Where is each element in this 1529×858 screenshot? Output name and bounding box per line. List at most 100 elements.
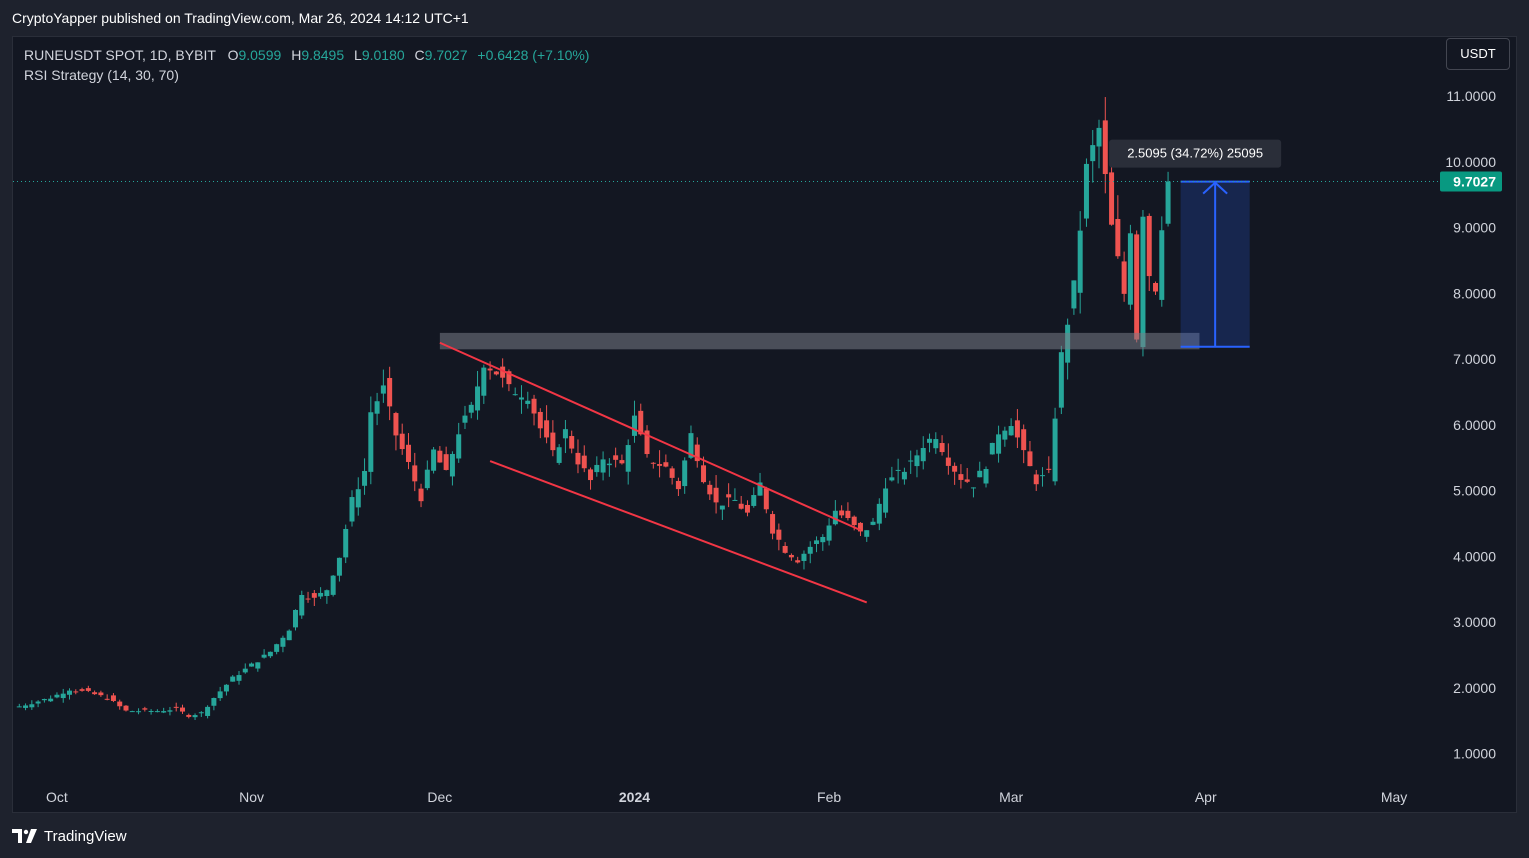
measure-label: 2.5095 (34.72%) 25095: [1127, 146, 1263, 161]
close-label: C: [414, 47, 425, 63]
candle-body: [1121, 261, 1127, 294]
candle-body: [129, 711, 135, 713]
low-value: 9.0180: [361, 47, 405, 63]
candle-body: [751, 495, 757, 506]
candle-body: [1083, 163, 1089, 219]
candle-body: [1109, 172, 1115, 225]
y-tick-label: 4.0000: [1453, 548, 1496, 564]
x-tick-label: Feb: [817, 789, 841, 805]
measure-label-box: 2.5095 (34.72%) 25095: [1109, 139, 1282, 168]
x-tick-label: May: [1381, 789, 1407, 805]
candle-body: [336, 557, 342, 576]
candle-body: [989, 442, 995, 455]
candle-body: [544, 420, 550, 438]
candle-body: [537, 411, 543, 429]
candle-body: [343, 528, 349, 558]
candle-body: [588, 469, 594, 481]
candle-body: [1021, 429, 1027, 451]
candle-body: [29, 704, 35, 708]
candle-body: [619, 460, 625, 464]
candle-body: [249, 663, 255, 667]
candle-body: [864, 530, 870, 537]
candle-body: [883, 488, 889, 513]
candle-body: [349, 497, 355, 522]
candle-body: [387, 377, 393, 407]
candle-body: [123, 705, 129, 711]
candle-body: [374, 401, 380, 414]
candle-body: [443, 454, 449, 470]
candle-body: [167, 710, 173, 712]
candle-body: [274, 644, 280, 652]
candle-body: [732, 499, 738, 501]
x-tick-label: Nov: [239, 789, 264, 805]
candle-body: [650, 462, 656, 464]
candle-body: [983, 469, 989, 484]
candle-body: [261, 654, 267, 658]
candle-body: [73, 691, 79, 693]
channel-upper-line: [439, 341, 861, 532]
currency-button[interactable]: USDT: [1446, 38, 1510, 70]
candle-body: [594, 464, 600, 473]
candle-body: [1046, 468, 1052, 470]
candle-body: [531, 398, 537, 414]
symbol-label[interactable]: RUNEUSDT SPOT, 1D, BYBIT: [24, 47, 216, 63]
x-tick-label: 2024: [619, 789, 650, 805]
candle-body: [952, 465, 958, 472]
candle-body: [500, 366, 506, 378]
candle-body: [644, 430, 650, 455]
candle-body: [481, 367, 487, 396]
x-tick-label: Dec: [427, 789, 452, 805]
candle-body: [1071, 280, 1077, 309]
y-tick-label: 2.0000: [1453, 680, 1496, 696]
candles: [16, 97, 1171, 720]
candle-body: [1102, 120, 1108, 175]
candle-body: [569, 436, 575, 449]
candle-body: [355, 489, 361, 508]
candle-body: [1014, 420, 1020, 438]
candle-body: [713, 487, 719, 503]
x-tick-label: Oct: [46, 789, 68, 805]
candle-body: [142, 708, 148, 710]
candle-body: [581, 455, 587, 469]
candle-body: [267, 651, 273, 657]
candle-body: [1153, 283, 1159, 292]
candle-body: [117, 701, 123, 707]
candle-body: [424, 469, 430, 489]
candle-body: [518, 397, 524, 400]
x-axis: Oct Nov Dec 2024 Feb Mar Apr May: [46, 789, 1407, 805]
low-label: L: [354, 47, 362, 63]
candle-body: [832, 510, 838, 525]
candle-body: [255, 662, 261, 669]
candle-body: [60, 693, 66, 699]
x-tick-label: Mar: [999, 789, 1023, 805]
candle-body: [242, 668, 248, 673]
candle-body: [562, 429, 568, 439]
candle-body: [1090, 145, 1096, 162]
support-zone: [439, 332, 1200, 350]
candle-body: [901, 471, 907, 480]
candle-body: [1115, 219, 1121, 257]
candle-body: [707, 484, 713, 495]
candle-body: [506, 371, 512, 385]
candle-body: [179, 707, 185, 712]
y-tick-label: 7.0000: [1453, 351, 1496, 367]
x-tick-label: Apr: [1195, 789, 1217, 805]
candle-body: [606, 463, 612, 466]
candle-body: [908, 460, 914, 462]
candle-body: [399, 433, 405, 450]
candle-body: [870, 521, 876, 525]
high-value: 9.8495: [301, 47, 345, 63]
candle-body: [801, 553, 807, 561]
candle-body: [1033, 474, 1039, 485]
candle-body: [173, 706, 179, 708]
candle-body: [688, 433, 694, 458]
candle-body: [211, 698, 217, 706]
measure-arrow-head: [1202, 181, 1228, 195]
tradingview-brand[interactable]: TradingView: [12, 826, 127, 846]
candle-body: [292, 609, 298, 628]
indicator-label[interactable]: RSI Strategy (14, 30, 70): [24, 67, 179, 83]
candle-body: [1040, 475, 1046, 477]
candle-body: [682, 460, 688, 487]
candle-body: [1058, 352, 1064, 408]
